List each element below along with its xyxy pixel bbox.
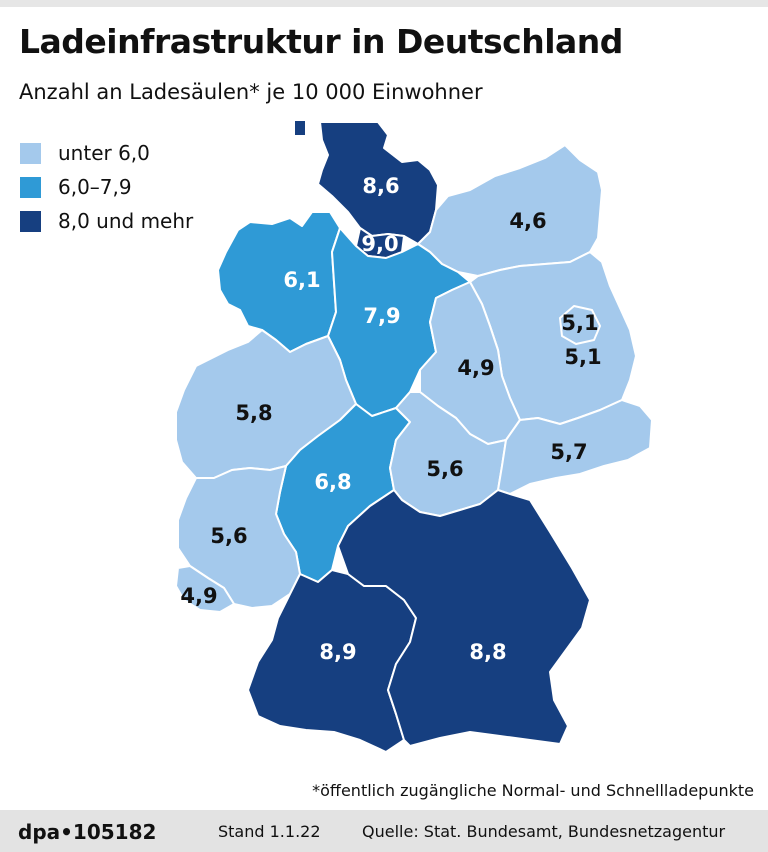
legend-label-mid: 6,0–7,9 xyxy=(58,175,132,199)
legend-label-high: 8,0 und mehr xyxy=(58,209,194,233)
stand-date: Stand 1.1.22 xyxy=(218,822,321,841)
region-saarland xyxy=(175,565,235,613)
value-sachsen: 5,7 xyxy=(550,440,587,464)
legend-item-high: 8,0 und mehr xyxy=(20,204,193,238)
value-schleswig-holstein: 8,6 xyxy=(362,174,399,198)
value-saarland: 4,9 xyxy=(180,584,217,608)
region-schleswig-holstein-island xyxy=(293,119,307,137)
dpa-brand: dpa•105182 xyxy=(18,820,157,844)
value-brandenburg: 5,1 xyxy=(564,345,601,369)
region-bayern xyxy=(337,489,591,747)
legend-swatch-high xyxy=(20,210,41,232)
source-text: Quelle: Stat. Bundesamt, Bundesnetzagent… xyxy=(362,822,726,841)
chart-title: Ladeinfrastruktur in Deutschland xyxy=(19,22,623,61)
chart-subtitle: Anzahl an Ladesäulen* je 10 000 Einwohne… xyxy=(19,80,483,104)
value-bayern: 8,8 xyxy=(469,640,506,664)
region-berlin xyxy=(559,305,601,345)
legend-label-low: unter 6,0 xyxy=(58,141,150,165)
top-bar xyxy=(0,0,768,7)
value-hessen: 6,8 xyxy=(314,470,351,494)
value-rheinland-pfalz: 5,6 xyxy=(210,524,247,548)
legend-swatch-mid xyxy=(20,176,41,198)
value-thueringen: 5,6 xyxy=(426,457,463,481)
value-sachsen-anhalt: 4,9 xyxy=(457,356,494,380)
region-bremen xyxy=(217,211,341,353)
legend-item-mid: 6,0–7,9 xyxy=(20,170,193,204)
value-hamburg: 9,0 xyxy=(361,232,398,256)
footer-bar: dpa•105182 Stand 1.1.22 Quelle: Stat. Bu… xyxy=(0,810,768,852)
value-baden-wuerttemberg: 8,9 xyxy=(319,640,356,664)
legend-item-low: unter 6,0 xyxy=(20,136,193,170)
legend-swatch-low xyxy=(20,142,41,164)
footnote: *öffentlich zugängliche Normal- und Schn… xyxy=(312,781,754,800)
value-nordrhein-westfalen: 5,8 xyxy=(235,401,272,425)
legend: unter 6,0 6,0–7,9 8,0 und mehr xyxy=(20,136,193,238)
value-niedersachsen: 7,9 xyxy=(363,304,400,328)
value-bremen: 6,1 xyxy=(283,268,320,292)
value-mecklenburg-vorpommern: 4,6 xyxy=(509,209,546,233)
value-berlin: 5,1 xyxy=(561,311,598,335)
region-schleswig-holstein xyxy=(317,121,439,245)
